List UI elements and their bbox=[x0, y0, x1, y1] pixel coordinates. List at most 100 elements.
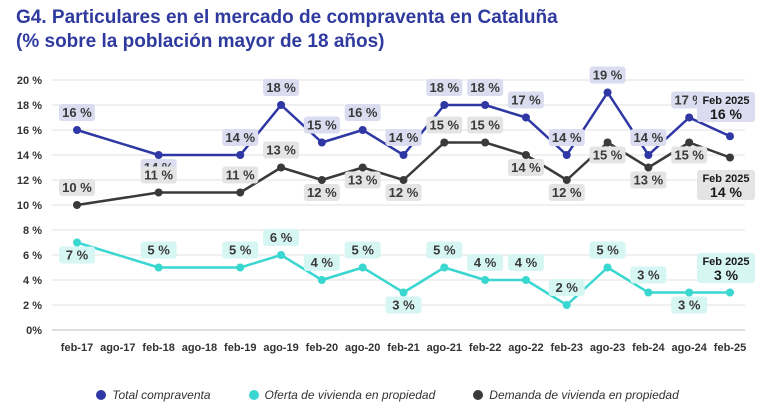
data-point bbox=[440, 138, 449, 147]
data-label: 5 % bbox=[596, 243, 619, 258]
data-label: 3 % bbox=[678, 298, 701, 313]
data-label-bg bbox=[263, 141, 300, 159]
data-point bbox=[562, 176, 571, 184]
data-label-bg bbox=[507, 159, 544, 176]
end-label-value: 16 % bbox=[710, 106, 742, 122]
data-label-bg bbox=[589, 241, 626, 259]
data-label-bg bbox=[630, 266, 667, 284]
data-label-bg bbox=[630, 171, 667, 189]
data-point bbox=[726, 288, 734, 297]
data-point bbox=[603, 88, 612, 97]
legend-swatch-total bbox=[96, 390, 107, 400]
data-point bbox=[521, 151, 530, 159]
data-point bbox=[358, 263, 367, 272]
data-label: 14 % bbox=[225, 130, 255, 145]
y-tick-label: 16 % bbox=[17, 125, 42, 137]
data-label: 14 % bbox=[511, 160, 541, 175]
chart-subtitle: (% sobre la población mayor de 18 años) bbox=[16, 31, 385, 52]
data-label: 17 % bbox=[674, 93, 704, 108]
data-point bbox=[317, 138, 326, 147]
data-label: 10 % bbox=[62, 180, 92, 195]
data-label: 12 % bbox=[389, 185, 419, 200]
data-label-bg bbox=[548, 129, 585, 146]
data-point bbox=[317, 276, 326, 284]
chart-legend: Total compraventa Oferta de vivienda en … bbox=[0, 388, 775, 402]
x-tick-label: ago-18 bbox=[182, 342, 217, 354]
data-label-bg bbox=[59, 179, 95, 196]
y-tick-label: 6 % bbox=[23, 250, 42, 262]
data-point bbox=[685, 113, 694, 122]
y-tick-label: 12 % bbox=[17, 175, 42, 187]
data-label-bg bbox=[467, 79, 504, 96]
data-point bbox=[154, 151, 163, 159]
data-label-bg bbox=[467, 116, 504, 134]
data-label-bg bbox=[589, 146, 626, 164]
legend-label-demanda: Demanda de vivienda en propiedad bbox=[489, 388, 679, 402]
data-point bbox=[317, 176, 326, 184]
data-point bbox=[440, 101, 449, 109]
data-label: 11 % bbox=[144, 168, 173, 183]
data-label: 15 % bbox=[307, 118, 337, 133]
y-tick-label: 14 % bbox=[17, 150, 42, 162]
data-label: 13 % bbox=[266, 143, 296, 158]
legend-item-total: Total compraventa bbox=[96, 388, 211, 402]
legend-item-demanda: Demanda de vivienda en propiedad bbox=[473, 388, 679, 402]
data-point bbox=[399, 288, 408, 297]
x-tick-label: feb-23 bbox=[551, 342, 583, 354]
data-point bbox=[236, 263, 245, 272]
data-label: 12 % bbox=[552, 185, 582, 200]
data-point bbox=[154, 188, 163, 197]
data-label: 4 % bbox=[515, 255, 538, 270]
data-label: 3 % bbox=[392, 298, 415, 313]
data-point bbox=[399, 176, 408, 184]
data-label-bg bbox=[303, 116, 340, 134]
y-tick-label: 18 % bbox=[17, 100, 42, 112]
data-point bbox=[603, 263, 612, 272]
end-label-title: Feb 2025 bbox=[702, 95, 749, 107]
data-label-bg bbox=[140, 241, 177, 259]
data-label-bg bbox=[507, 91, 544, 109]
end-label-bg bbox=[697, 92, 755, 122]
data-label: 14 % bbox=[552, 130, 582, 145]
data-point bbox=[521, 113, 530, 122]
data-point bbox=[73, 126, 81, 134]
end-label-value: 3 % bbox=[714, 267, 739, 283]
end-label-value: 14 % bbox=[710, 184, 742, 200]
end-label-bg bbox=[697, 170, 755, 200]
data-label: 4 % bbox=[311, 255, 334, 270]
data-point bbox=[358, 126, 367, 134]
data-point bbox=[603, 138, 612, 147]
data-label: 18 % bbox=[429, 80, 459, 95]
x-tick-label: feb-21 bbox=[387, 342, 419, 354]
data-label-bg bbox=[385, 129, 422, 146]
data-point bbox=[236, 188, 245, 197]
data-label: 5 % bbox=[433, 243, 456, 258]
data-point bbox=[154, 263, 163, 272]
x-tick-label: feb-24 bbox=[632, 342, 665, 354]
chart-title: G4. Particulares en el mercado de compra… bbox=[16, 7, 558, 28]
x-tick-label: ago-23 bbox=[590, 342, 625, 354]
x-tick-label: feb-20 bbox=[306, 342, 338, 354]
data-label-bg bbox=[589, 66, 626, 84]
data-label: 6 % bbox=[270, 230, 293, 245]
x-tick-label: feb-18 bbox=[142, 342, 174, 354]
x-tick-label: ago-24 bbox=[671, 342, 707, 354]
data-label: 14 % bbox=[634, 130, 664, 145]
data-label: 14 % bbox=[389, 130, 419, 145]
data-point bbox=[481, 138, 490, 147]
data-point bbox=[73, 201, 81, 209]
y-tick-label: 2 % bbox=[23, 300, 42, 312]
data-point bbox=[644, 151, 653, 159]
line-chart: 0% 2 % 4 % 6 % 8 % 10 % 12 % 14 % 16 % 18 % 20 % fe… bbox=[17, 66, 755, 354]
legend-label-oferta: Oferta de vivienda en propiedad bbox=[264, 388, 436, 402]
data-point bbox=[277, 163, 286, 172]
end-label-title: Feb 2025 bbox=[702, 173, 749, 185]
x-tick-label: ago-21 bbox=[427, 342, 462, 354]
data-label: 18 % bbox=[470, 80, 500, 95]
data-label: 11 % bbox=[226, 168, 255, 183]
data-point bbox=[726, 132, 734, 141]
x-tick-label: feb-25 bbox=[714, 342, 746, 354]
data-label: 16 % bbox=[62, 105, 92, 120]
legend-item-oferta: Oferta de vivienda en propiedad bbox=[248, 388, 436, 402]
legend-swatch-demanda bbox=[473, 390, 484, 400]
